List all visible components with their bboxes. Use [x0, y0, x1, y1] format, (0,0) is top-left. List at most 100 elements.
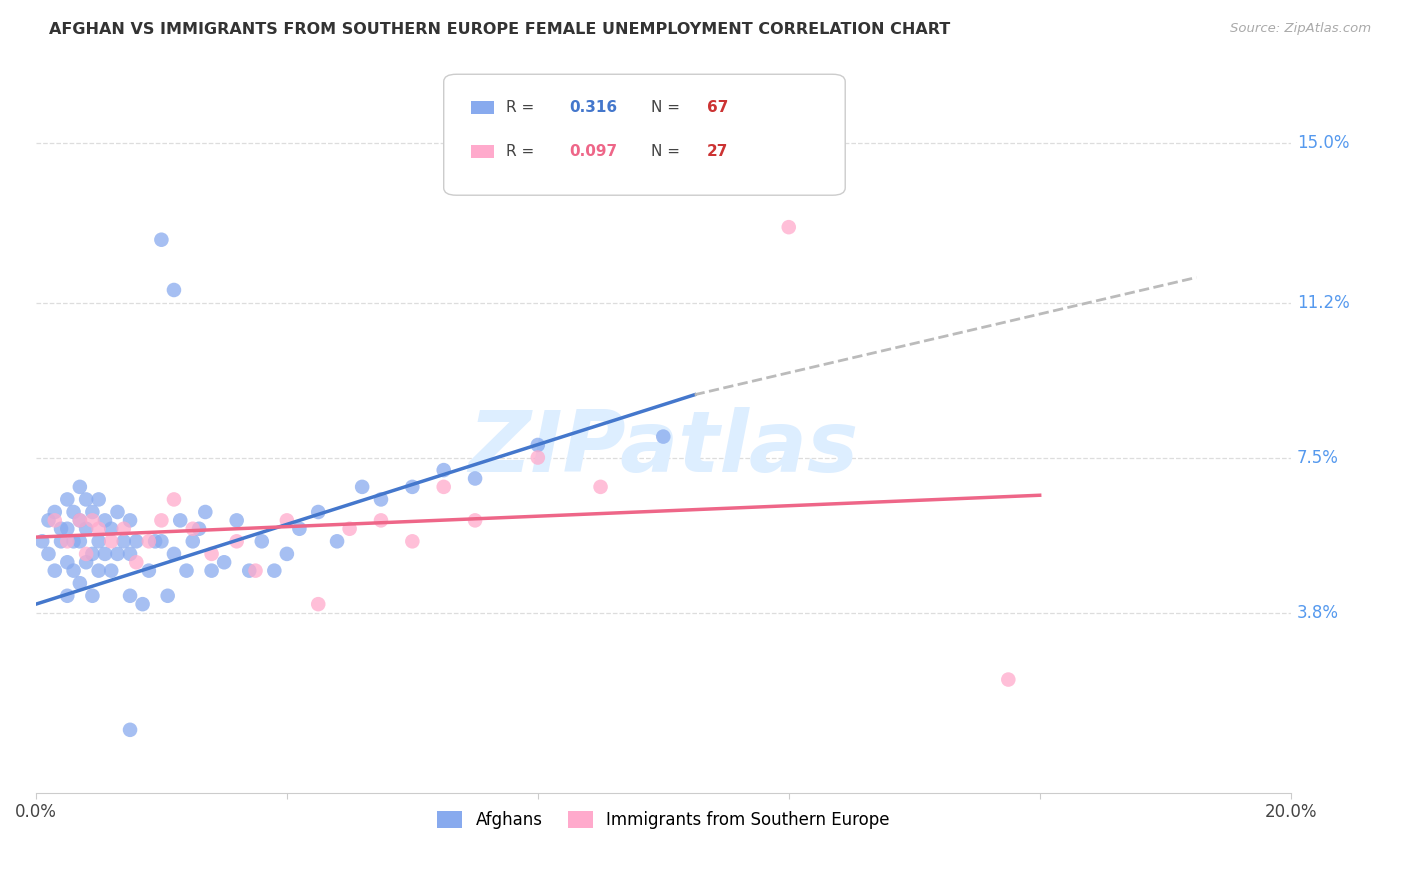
- Text: 15.0%: 15.0%: [1296, 135, 1350, 153]
- Point: [326, 534, 349, 549]
- Point: [194, 505, 217, 519]
- Point: [56, 555, 79, 569]
- Point: [62, 564, 84, 578]
- Text: Source: ZipAtlas.com: Source: ZipAtlas.com: [1230, 22, 1371, 36]
- Point: [75, 522, 97, 536]
- Point: [150, 513, 173, 527]
- Point: [75, 555, 97, 569]
- Point: [118, 547, 141, 561]
- Point: [527, 438, 550, 452]
- Text: 0.316: 0.316: [569, 100, 617, 115]
- Point: [112, 534, 135, 549]
- Point: [339, 522, 361, 536]
- Point: [150, 233, 173, 247]
- Point: [225, 534, 247, 549]
- Point: [156, 589, 179, 603]
- Point: [589, 480, 612, 494]
- Point: [69, 513, 91, 527]
- Text: 67: 67: [707, 100, 728, 115]
- Point: [125, 555, 148, 569]
- Point: [75, 547, 97, 561]
- Point: [44, 564, 66, 578]
- Text: R =: R =: [506, 144, 540, 159]
- Text: N =: N =: [651, 100, 685, 115]
- Point: [62, 505, 84, 519]
- Point: [118, 513, 141, 527]
- Text: AFGHAN VS IMMIGRANTS FROM SOUTHERN EUROPE FEMALE UNEMPLOYMENT CORRELATION CHART: AFGHAN VS IMMIGRANTS FROM SOUTHERN EUROP…: [49, 22, 950, 37]
- Point: [107, 505, 129, 519]
- Point: [527, 450, 550, 465]
- Point: [87, 522, 110, 536]
- Point: [69, 534, 91, 549]
- Point: [652, 429, 675, 443]
- Point: [56, 589, 79, 603]
- Point: [163, 283, 186, 297]
- Point: [181, 522, 204, 536]
- Text: 27: 27: [707, 144, 728, 159]
- Point: [56, 534, 79, 549]
- Point: [56, 492, 79, 507]
- Point: [150, 534, 173, 549]
- Point: [245, 564, 267, 578]
- Point: [37, 513, 59, 527]
- Point: [100, 534, 122, 549]
- Point: [44, 513, 66, 527]
- Point: [163, 492, 186, 507]
- FancyBboxPatch shape: [444, 74, 845, 195]
- Point: [997, 673, 1019, 687]
- Point: [31, 534, 53, 549]
- Point: [138, 534, 160, 549]
- Point: [69, 576, 91, 591]
- Point: [464, 513, 486, 527]
- Point: [82, 547, 104, 561]
- Point: [37, 547, 59, 561]
- Point: [200, 547, 222, 561]
- Point: [238, 564, 260, 578]
- Point: [87, 564, 110, 578]
- Point: [225, 513, 247, 527]
- Point: [62, 534, 84, 549]
- Point: [82, 505, 104, 519]
- Point: [263, 564, 285, 578]
- Point: [370, 513, 392, 527]
- Point: [82, 589, 104, 603]
- Point: [118, 589, 141, 603]
- Point: [69, 480, 91, 494]
- Point: [200, 564, 222, 578]
- Point: [82, 513, 104, 527]
- Point: [44, 505, 66, 519]
- Point: [307, 597, 329, 611]
- Point: [131, 597, 153, 611]
- Point: [75, 492, 97, 507]
- Point: [176, 564, 198, 578]
- Point: [49, 522, 72, 536]
- Point: [69, 513, 91, 527]
- Text: 11.2%: 11.2%: [1296, 293, 1350, 311]
- Point: [401, 480, 423, 494]
- Text: 7.5%: 7.5%: [1296, 449, 1339, 467]
- Point: [401, 534, 423, 549]
- Bar: [471, 101, 494, 114]
- Point: [112, 522, 135, 536]
- Point: [288, 522, 311, 536]
- Text: R =: R =: [506, 100, 540, 115]
- Point: [118, 723, 141, 737]
- Point: [94, 547, 117, 561]
- Point: [143, 534, 166, 549]
- Point: [138, 564, 160, 578]
- Text: 0.097: 0.097: [569, 144, 617, 159]
- Point: [250, 534, 273, 549]
- Text: N =: N =: [651, 144, 685, 159]
- Text: ZIPatlas: ZIPatlas: [468, 407, 859, 490]
- Point: [212, 555, 235, 569]
- Point: [276, 547, 298, 561]
- Point: [433, 480, 456, 494]
- Text: 3.8%: 3.8%: [1296, 604, 1339, 622]
- Point: [464, 471, 486, 485]
- Point: [163, 547, 186, 561]
- Point: [87, 534, 110, 549]
- Point: [778, 220, 800, 235]
- Point: [169, 513, 191, 527]
- Point: [87, 492, 110, 507]
- Point: [188, 522, 211, 536]
